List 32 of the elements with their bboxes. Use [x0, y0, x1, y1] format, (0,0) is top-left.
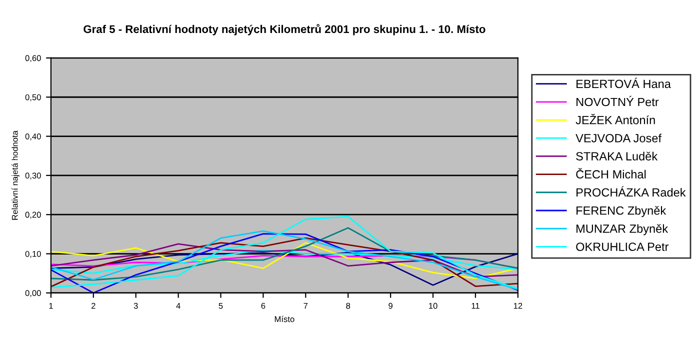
legend-label: ČECH Michal [576, 168, 646, 179]
x-tick-label: 11 [472, 302, 480, 309]
legend-label: NOVOTNÝ Petr [576, 96, 659, 106]
legend-label: STRAKA Luděk [576, 152, 658, 160]
x-tick-label: 10 [429, 302, 438, 309]
y-tick-label: 0,60 [25, 55, 41, 62]
x-tick-label: 9 [388, 302, 392, 309]
legend-label: EBERTOVÁ Hana [576, 78, 671, 88]
x-axis-title: Místo [274, 316, 294, 322]
y-tick-label: 0,20 [25, 212, 41, 219]
legend-label: FERENC Zbyněk [576, 206, 666, 218]
x-tick-label: 5 [218, 302, 223, 309]
y-tick-label: 0,00 [25, 290, 41, 298]
legend-label: JEŽEK Antonín [576, 114, 655, 124]
legend-label: VEJVODA Josef [576, 134, 662, 142]
y-tick-label: 0,30 [25, 172, 41, 180]
x-tick-label: 7 [304, 302, 308, 309]
x-tick-label: 1 [49, 302, 53, 309]
chart-title: Graf 5 - Relativní hodnoty najetých Kilometrů 2001 pro skupinu 1. - 10. Místo [84, 24, 486, 36]
x-tick-label: 2 [92, 302, 96, 309]
y-tick-label: 0,10 [25, 250, 41, 258]
y-tick-label: 0,40 [25, 133, 41, 140]
legend-label: OKRUHLICA Petr [576, 242, 669, 251]
x-tick-label: 12 [514, 302, 522, 309]
x-tick-label: 6 [261, 302, 266, 309]
x-tick-label: 3 [134, 302, 138, 309]
x-tick-label: 8 [346, 302, 350, 309]
y-axis-title: Relativní najetá hodnota [12, 130, 20, 220]
x-tick-label: 4 [176, 302, 180, 309]
y-tick-label: 0,50 [25, 94, 41, 102]
legend-label: MUNZAR Zbyněk [576, 224, 668, 236]
legend-label: PROCHÁZKA Radek [576, 186, 686, 197]
